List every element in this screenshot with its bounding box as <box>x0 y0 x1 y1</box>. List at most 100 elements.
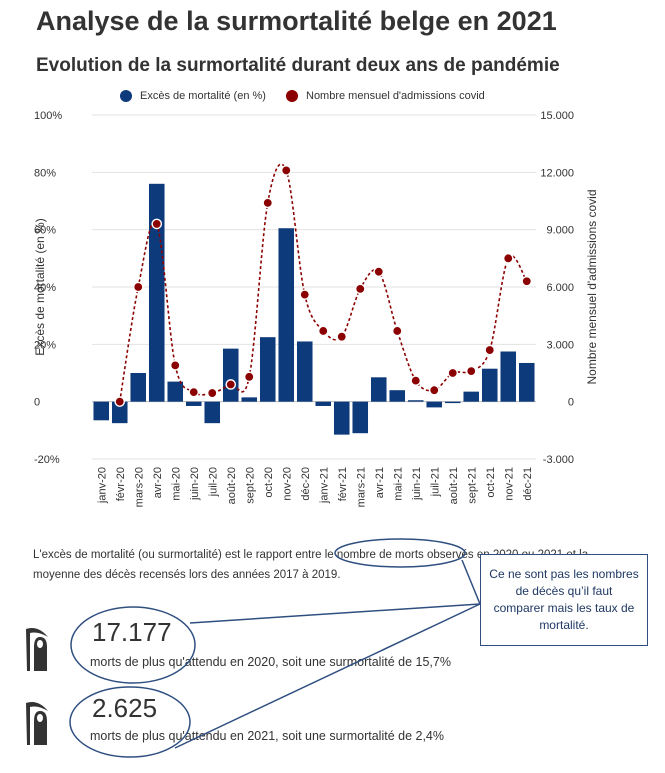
bar <box>93 401 110 421</box>
x-tick-label: nov-21 <box>503 467 515 501</box>
legend-label-line: Nombre mensuel d'admissions covid <box>306 90 485 102</box>
bar <box>278 228 295 402</box>
legend-label-bars: Excès de mortalité (en %) <box>140 90 266 102</box>
y-right-tick-label: 15.000 <box>540 110 574 122</box>
bar <box>518 362 535 402</box>
line-point <box>447 367 459 379</box>
y-left-tick-label: -20% <box>34 454 60 466</box>
x-tick-label: sept-21 <box>466 467 478 504</box>
x-tick-label: mai-21 <box>392 467 404 501</box>
bar <box>130 373 147 402</box>
x-tick-label: mai-20 <box>170 467 182 501</box>
y-right-tick-label: 0 <box>568 397 574 409</box>
connector-line <box>189 603 481 624</box>
x-tick-label: oct-21 <box>485 467 497 498</box>
bar <box>185 401 202 406</box>
stat-number: 17.177 <box>92 617 172 647</box>
x-tick-label: févr-21 <box>337 467 349 501</box>
mortality-chart: -20% 0 20% 40% 60% 80% 100% -3.000 0 3.000 6.000 9.… <box>33 110 599 507</box>
y-left-tick-label: 20% <box>34 339 56 351</box>
bar <box>259 337 276 402</box>
line-point <box>243 371 255 383</box>
line-point <box>391 325 403 337</box>
chart-legend: Excès de mortalité (en %) Nombre mensuel… <box>0 90 665 108</box>
page-title: Analyse de la surmortalité belge en 2021 <box>36 6 557 36</box>
line-point <box>428 384 440 396</box>
bar <box>222 348 239 402</box>
chart-subtitle: Evolution de la surmortalité durant deux… <box>36 55 560 76</box>
line-point <box>188 386 200 398</box>
x-tick-label: janv-21 <box>318 467 330 504</box>
bar <box>167 381 184 402</box>
bar <box>296 341 313 402</box>
line-point <box>151 218 163 230</box>
line-point <box>410 375 422 386</box>
x-tick-label: févr-20 <box>115 467 127 501</box>
x-tick-label: août-20 <box>226 467 238 504</box>
bar <box>500 351 517 402</box>
line-point <box>114 396 126 407</box>
y-right-axis-title: Nombre mensuel d'admissions covid <box>585 189 599 384</box>
y-left-tick-label: 40% <box>34 282 56 294</box>
line-point <box>373 266 385 278</box>
connector-line <box>174 603 481 749</box>
bar <box>481 368 498 402</box>
x-tick-label: oct-20 <box>263 467 275 498</box>
legend-item-bars[interactable]: Excès de mortalité (en %) <box>120 90 266 102</box>
x-tick-label: mars-21 <box>355 467 367 507</box>
line-point <box>465 365 477 377</box>
bar <box>370 377 387 402</box>
stat-number: 2.625 <box>92 693 158 723</box>
y-right-tick-label: -3.000 <box>543 454 574 466</box>
y-left-tick-label: 100% <box>34 110 62 122</box>
line-point <box>225 379 237 390</box>
bar <box>204 401 221 424</box>
y-right-tick-label: 9.000 <box>546 225 574 237</box>
bar <box>463 391 480 402</box>
x-tick-label: déc-20 <box>300 467 312 501</box>
line-point <box>299 289 311 300</box>
line-point <box>484 344 496 356</box>
bar <box>333 401 350 435</box>
bar <box>315 401 332 406</box>
x-tick-label: avr-20 <box>152 467 164 498</box>
bar <box>444 401 461 404</box>
line-point <box>521 275 533 287</box>
y-left-tick-label: 60% <box>34 225 56 237</box>
legend-swatch-line <box>286 90 298 102</box>
line-point <box>336 331 348 342</box>
bar <box>407 400 424 402</box>
grim-reaper-icon <box>26 702 48 745</box>
x-tick-label: juin-21 <box>411 467 423 501</box>
x-tick-label: juin-20 <box>189 467 201 501</box>
admissions-line <box>118 163 528 402</box>
bar <box>241 397 258 402</box>
y-left-tick-label: 0 <box>34 397 40 409</box>
y-left-axis-title: Excès de mortalité (en %) <box>33 218 47 355</box>
grim-reaper-icon <box>26 628 48 671</box>
y-right-tick-label: 6.000 <box>546 282 574 294</box>
line-point <box>132 281 144 293</box>
legend-swatch-bars <box>120 90 132 102</box>
bar <box>352 401 369 434</box>
line-point <box>502 253 514 264</box>
bar <box>148 183 165 402</box>
stat-text: morts de plus qu'attendu en 2020, soit u… <box>90 655 451 669</box>
line-point <box>354 283 366 295</box>
x-tick-label: déc-21 <box>522 467 534 501</box>
bar <box>426 401 443 408</box>
y-right-tick-label: 3.000 <box>546 339 574 351</box>
x-tick-label: juil-20 <box>207 467 219 497</box>
x-tick-label: mars-20 <box>133 467 145 507</box>
x-tick-label: août-21 <box>448 467 460 504</box>
y-right-tick-label: 12.000 <box>540 167 574 179</box>
x-tick-label: janv-20 <box>96 467 108 504</box>
line-point <box>169 360 181 371</box>
x-tick-label: sept-20 <box>244 467 256 504</box>
x-tick-label: nov-20 <box>281 467 293 501</box>
line-point <box>280 165 292 176</box>
bar <box>111 401 128 424</box>
bar <box>389 390 406 402</box>
callout-text: Ce ne sont pas les nombres de décès qu’i… <box>489 567 639 632</box>
legend-item-line[interactable]: Nombre mensuel d'admissions covid <box>286 90 485 102</box>
